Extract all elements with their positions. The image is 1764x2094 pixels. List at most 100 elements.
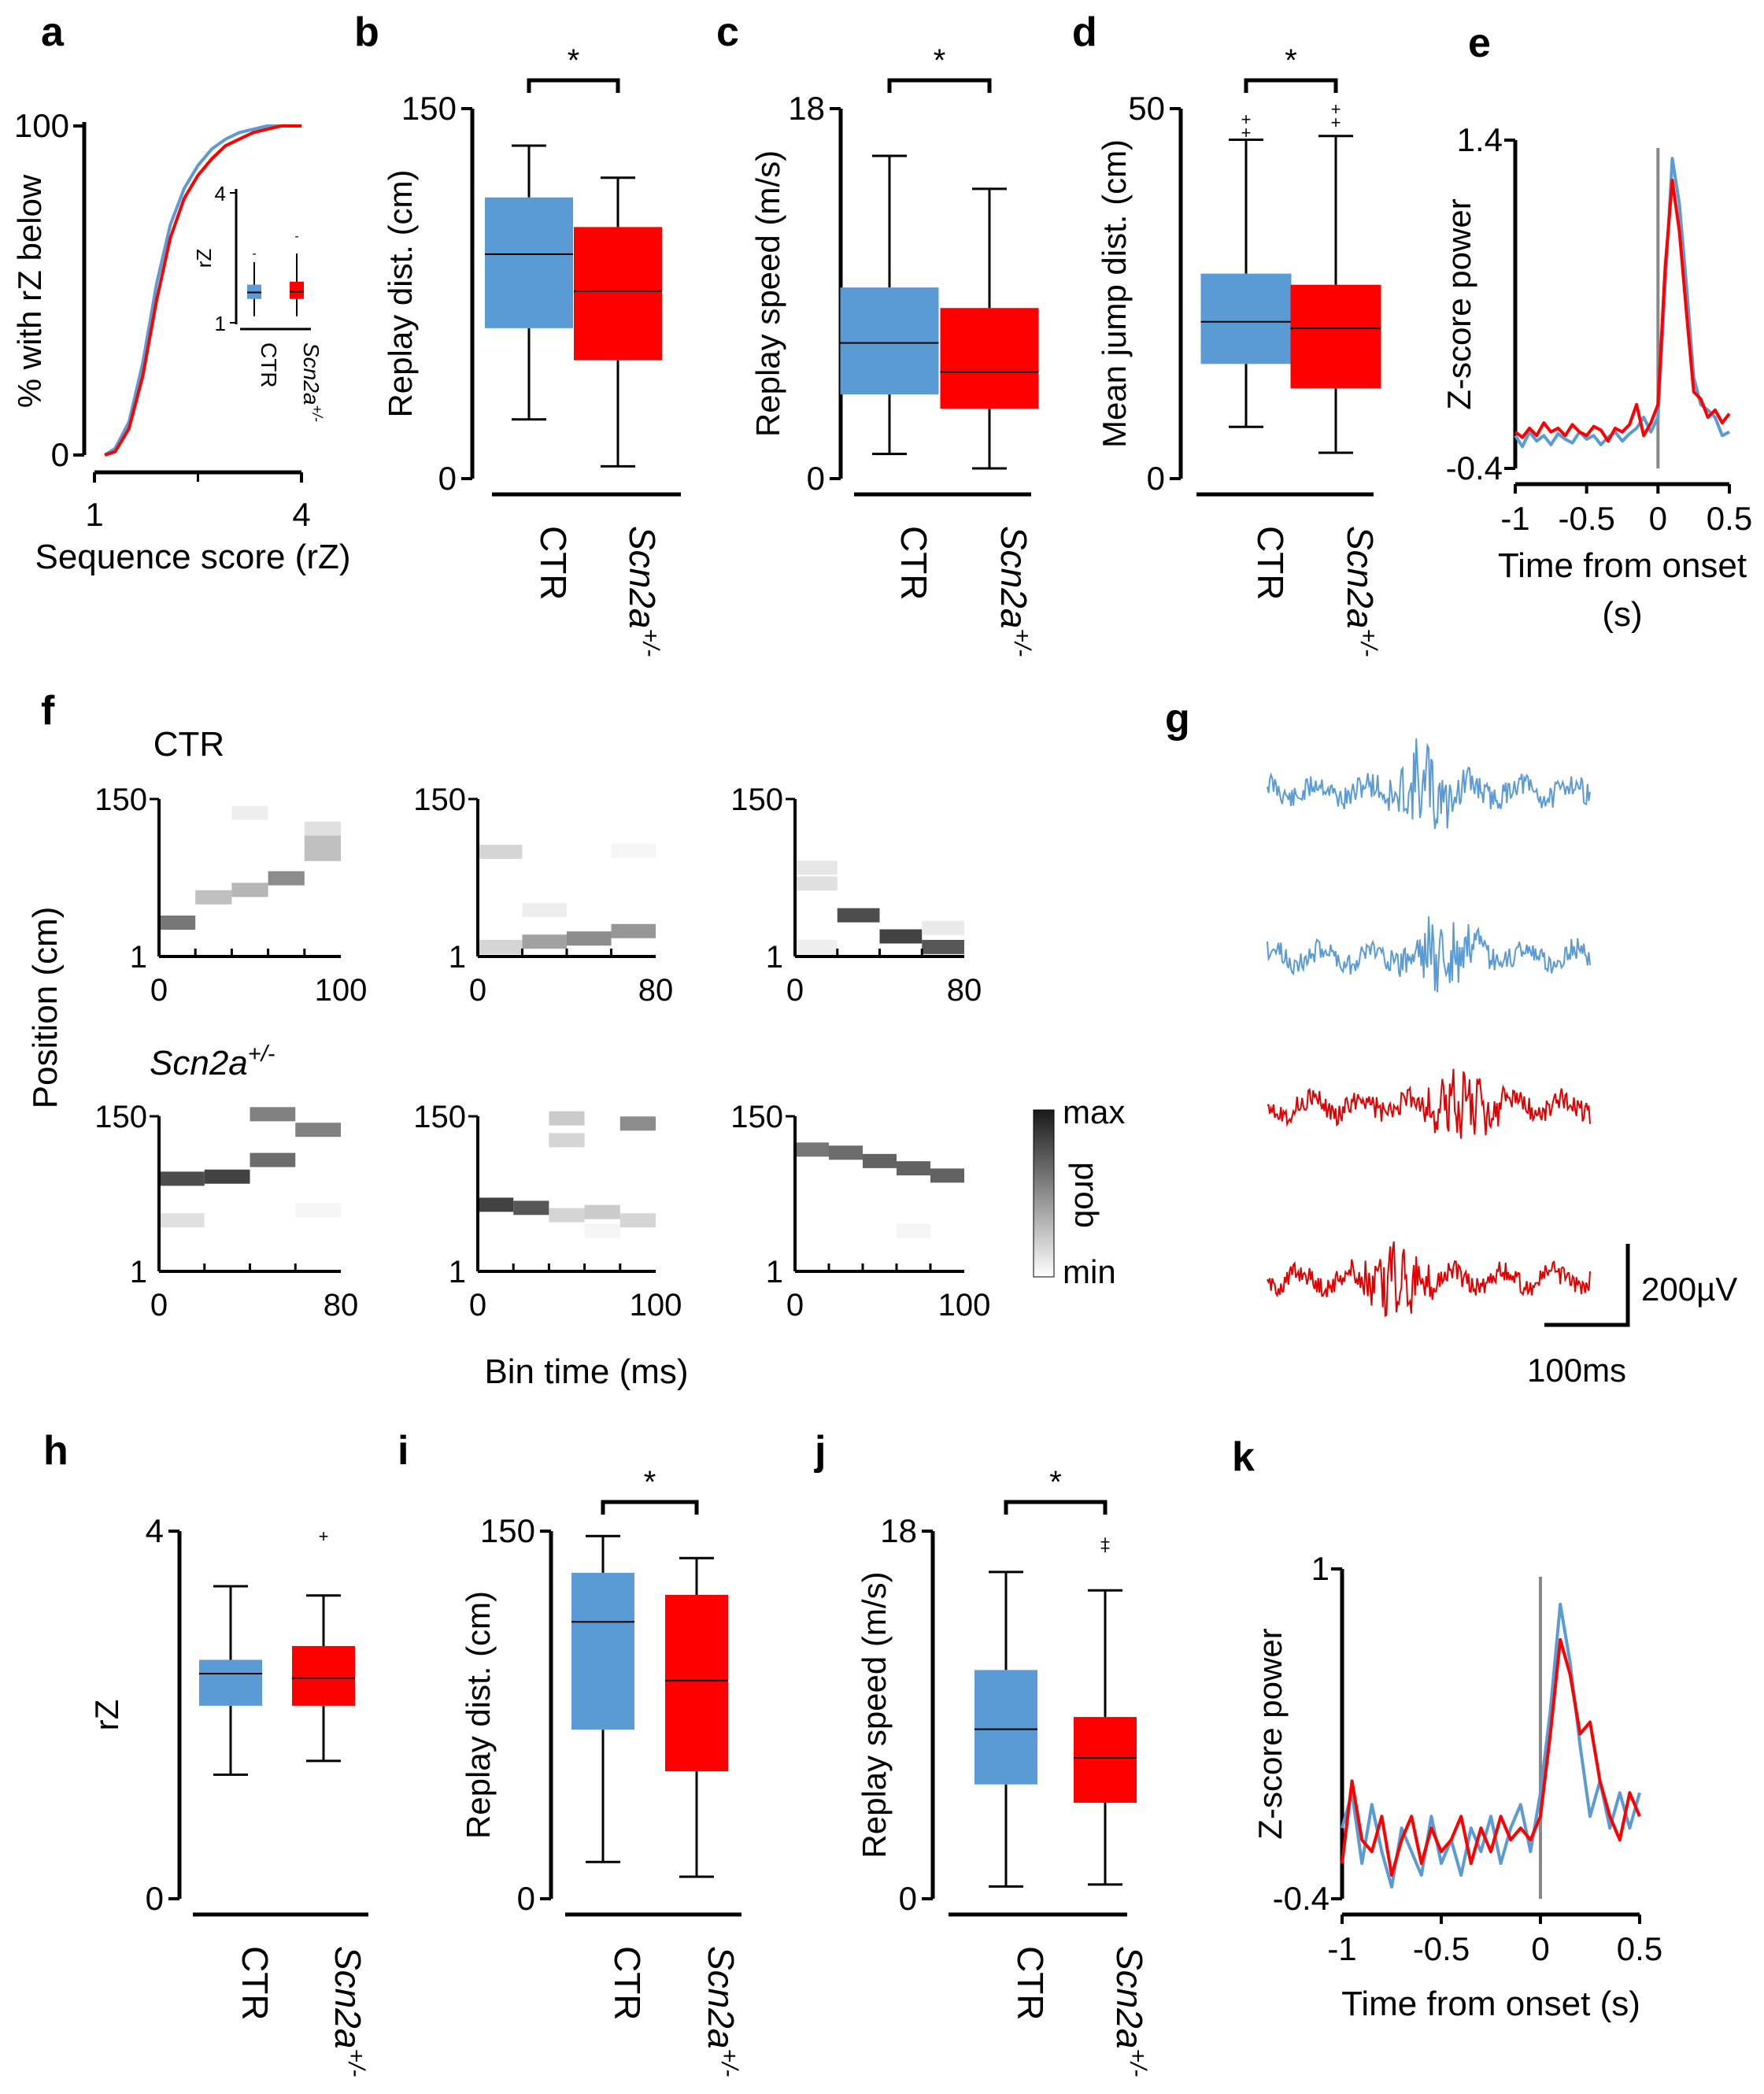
f-heat-cell xyxy=(795,876,838,891)
f-x-tick-label: 0 xyxy=(786,973,804,1008)
j-box-ctr xyxy=(974,1670,1037,1785)
f-heat-cell xyxy=(549,1208,585,1223)
f-x-tick-label: 0 xyxy=(469,973,486,1008)
a-cdf-ctr xyxy=(104,124,301,457)
k-y-tick-label: 1 xyxy=(1311,1550,1329,1587)
e-y-tick-label: -0.4 xyxy=(1446,450,1503,487)
a-y-label: % with rZ below xyxy=(11,174,48,408)
h-outlier: + xyxy=(319,1526,329,1546)
h-box-scn2a xyxy=(292,1645,355,1706)
a-inset-outlier: - xyxy=(252,247,256,261)
f-y-tick-label: 1 xyxy=(766,940,783,975)
panel-f: CTR Scn2a+/- Position (cm) Bin time (ms) 150… xyxy=(26,725,1125,1391)
b-y-tick-label: 0 xyxy=(438,460,457,497)
a-inset-y-label: rZ xyxy=(192,249,216,268)
f-x-tick-label: 0 xyxy=(786,1288,804,1323)
c-y-tick-label: 18 xyxy=(788,90,825,127)
k-x-tick-label: 0.5 xyxy=(1617,1930,1662,1967)
j-significance-star: * xyxy=(1049,1465,1062,1500)
b-significance-bracket xyxy=(527,78,620,93)
panel-g: 200µV 100ms xyxy=(1267,738,1737,1389)
a-y-tick-label: 0 xyxy=(51,436,69,473)
f-heat-cell xyxy=(159,916,196,930)
i-significance-star: * xyxy=(644,1465,656,1500)
c-y-tick-label: 0 xyxy=(807,460,825,497)
i-y-label: Replay dist. (cm) xyxy=(460,1591,497,1839)
f-x-tick-label: 0 xyxy=(150,1288,168,1323)
d-outlier: + xyxy=(1331,99,1341,119)
f-heat-cell xyxy=(250,1107,296,1122)
d-y-tick-label: 50 xyxy=(1128,90,1165,127)
f-heat-cell xyxy=(295,1202,341,1217)
f-heat-cell xyxy=(795,1142,829,1157)
f-colorbar xyxy=(1033,1109,1055,1278)
f-heat-cell xyxy=(879,929,923,944)
c-significance-star: * xyxy=(934,43,946,78)
i-significance-bracket xyxy=(601,1500,699,1515)
panel-letter-b: b xyxy=(354,9,379,55)
f-colorbar-label: prob xyxy=(1068,1162,1105,1228)
f-heat-cell xyxy=(897,1161,930,1176)
a-inset-box-scn2a xyxy=(290,281,304,299)
a-inset-x-label-scn2a: Scn2a+/- xyxy=(299,342,325,422)
g-lfp-trace-scn2a xyxy=(1267,1241,1591,1318)
f-heat-cell xyxy=(231,805,268,820)
h-y-tick-label: 4 xyxy=(146,1512,164,1549)
f-heat-cell xyxy=(619,1213,656,1228)
d-outlier: + xyxy=(1331,113,1341,132)
panel-k: 1 -0.4 -1 -0.5 0 0.5 Z-score power Time from on… xyxy=(1252,1550,1662,2023)
k-series-scn2a xyxy=(1341,1637,1641,1878)
h-y-tick-label: 0 xyxy=(146,1880,164,1917)
h-y-label: rZ xyxy=(88,1700,125,1731)
f-x-label: Bin time (ms) xyxy=(484,1352,688,1391)
f-heat-cell xyxy=(159,1213,205,1228)
j-y-label: Replay speed (m/s) xyxy=(856,1571,893,1858)
f-heat-cell xyxy=(922,920,964,935)
b-significance-star: * xyxy=(568,43,580,78)
a-inset-x-label-ctr: CTR xyxy=(257,342,281,388)
f-x-tick-label: 100 xyxy=(630,1288,682,1323)
e-series-ctr xyxy=(1514,157,1730,449)
d-significance-star: * xyxy=(1285,43,1297,78)
panel-letter-d: d xyxy=(1072,9,1097,55)
f-heat-cell xyxy=(922,939,964,954)
panel-letters: a b c d e f g h i j k xyxy=(41,9,1491,1480)
f-heat-cell xyxy=(837,908,880,923)
panel-letter-k: k xyxy=(1232,1434,1255,1480)
b-y-label: Replay dist. (cm) xyxy=(382,169,419,417)
panel-i: 150 0 Replay dist. (cm) CTR Scn2a+/- * xyxy=(460,1465,742,2077)
f-heat-cell xyxy=(567,931,612,946)
f-heat-cell xyxy=(584,1223,620,1238)
e-x-tick-label: -1 xyxy=(1500,500,1529,537)
f-heat-cell xyxy=(611,923,656,938)
d-x-label-ctr: CTR xyxy=(1250,526,1291,601)
g-scale-time-label: 100ms xyxy=(1527,1352,1626,1389)
k-x-tick-label: -0.5 xyxy=(1413,1930,1470,1967)
a-inset-y-tick-label: 4 xyxy=(215,182,226,205)
g-scale-bar xyxy=(1544,1244,1630,1327)
panel-letter-h: h xyxy=(43,1428,68,1474)
f-y-tick-label: 150 xyxy=(413,1100,466,1134)
i-x-label-ctr: CTR xyxy=(607,1946,648,2021)
i-y-tick-label: 0 xyxy=(517,1880,535,1917)
k-y-label: Z-score power xyxy=(1252,1628,1289,1839)
f-heat-cell xyxy=(897,1223,930,1238)
b-x-label-scn2a: Scn2a+/- xyxy=(622,526,664,657)
f-heat-cell xyxy=(195,890,232,905)
e-x-tick-label: 0.5 xyxy=(1707,500,1752,537)
a-cdf-scn2a xyxy=(104,124,301,457)
e-series-scn2a xyxy=(1514,179,1731,443)
f-x-tick-label: 100 xyxy=(315,973,368,1008)
f-heat-cell xyxy=(522,902,567,917)
f-heat-cell xyxy=(522,934,567,949)
j-x-label-scn2a: Scn2a+/- xyxy=(1109,1946,1151,2077)
h-x-label-scn2a: Scn2a+/- xyxy=(327,1946,369,2077)
j-y-tick-label: 0 xyxy=(899,1880,917,1917)
k-x-tick-label: -1 xyxy=(1327,1930,1356,1967)
f-heat-cell xyxy=(295,1123,341,1138)
j-significance-bracket xyxy=(1004,1500,1108,1515)
f-y-tick-label: 1 xyxy=(766,1255,783,1289)
panel-letter-g: g xyxy=(1165,696,1190,742)
